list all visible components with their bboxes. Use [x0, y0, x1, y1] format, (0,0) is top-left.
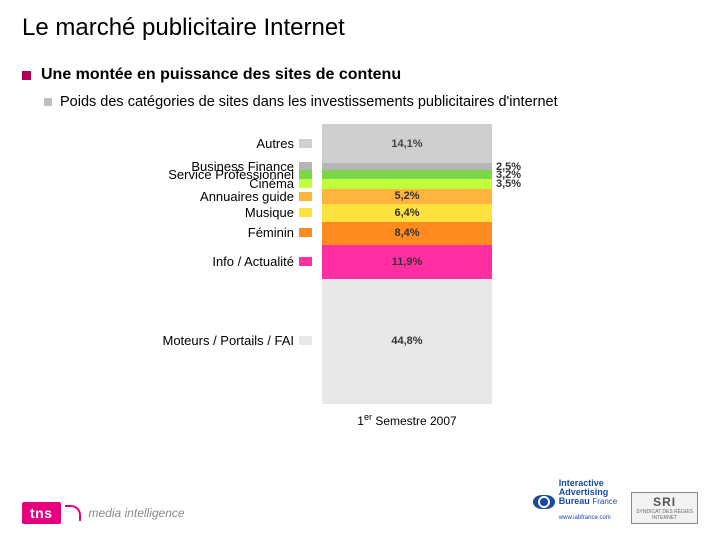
segment-value: 5,2%	[394, 190, 419, 202]
bullet-level2: Poids des catégories de sites dans les i…	[44, 94, 698, 110]
iab-logo: Interactive Advertising Bureau France ww…	[533, 479, 617, 524]
segment-value: 8,4%	[394, 227, 419, 239]
category-text: Féminin	[248, 225, 294, 240]
swatch-icon	[299, 228, 312, 237]
swatch-icon	[299, 139, 312, 148]
category-label: Autres	[256, 136, 312, 151]
slide: Le marché publicitaire Internet Une mont…	[0, 0, 720, 540]
bar-segment: 14,1%	[322, 124, 492, 163]
swatch-icon	[299, 192, 312, 201]
bar-segment: 3,5%	[322, 179, 492, 189]
segment-value: 3,5%	[496, 178, 521, 190]
tns-subtitle: media intelligence	[89, 506, 185, 520]
bar-segment: 3,2%	[322, 170, 492, 179]
tns-logo: tns media intelligence	[22, 502, 185, 524]
bullet1-text: Une montée en puissance des sites de con…	[41, 66, 401, 84]
tns-curve-icon	[65, 505, 81, 521]
tns-mark: tns	[22, 502, 61, 524]
segment-value: 44,8%	[391, 335, 422, 347]
logo-bar: tns media intelligence Interactive Adver…	[22, 479, 698, 524]
bar-segment: 2,5%	[322, 163, 492, 170]
swatch-icon	[299, 336, 312, 345]
category-label: Musique	[245, 205, 312, 220]
category-label: Féminin	[248, 225, 312, 240]
sri-s2: INTERNET	[636, 515, 693, 521]
category-label: Moteurs / Portails / FAI	[163, 333, 313, 348]
bullet-level1: Une montée en puissance des sites de con…	[22, 66, 698, 84]
segment-value: 14,1%	[391, 138, 422, 150]
bar-segment: 5,2%	[322, 189, 492, 204]
category-text: Musique	[245, 205, 294, 220]
bar-segment: 6,4%	[322, 204, 492, 222]
category-text: Autres	[256, 136, 294, 151]
swatch-icon	[299, 257, 312, 266]
segment-value: 6,4%	[394, 207, 419, 219]
sri-logo: SRI SYNDICAT DES RÉGIES INTERNET	[631, 492, 698, 524]
subtitle-text: Poids des catégories de sites dans les i…	[60, 94, 558, 110]
bar-segment: 44,8%	[322, 279, 492, 404]
right-logos: Interactive Advertising Bureau France ww…	[533, 479, 698, 524]
category-text: Moteurs / Portails / FAI	[163, 333, 295, 348]
iab-url: www.iabfrance.com	[559, 515, 611, 521]
bullet-square-icon	[22, 71, 31, 80]
sub-bullet-icon	[44, 98, 52, 106]
segment-value: 11,9%	[392, 256, 423, 268]
category-text: Info / Actualité	[212, 254, 294, 269]
stacked-bar: 14,1% 2,5%3,2%3,5%5,2% 6,4% 8,4% 11,9% 44,8%	[322, 124, 492, 404]
x-axis-label: 1er Semestre 2007	[322, 412, 492, 428]
chart: AutresBusiness FinanceService Profession…	[22, 124, 698, 424]
page-title: Le marché publicitaire Internet	[22, 14, 698, 42]
eye-icon	[533, 495, 555, 509]
swatch-icon	[299, 179, 312, 188]
category-text: Annuaires guide	[200, 189, 294, 204]
iab-l3: Bureau France	[559, 497, 617, 506]
category-label: Annuaires guide	[200, 189, 312, 204]
category-label: Info / Actualité	[212, 254, 312, 269]
bar-segment: 8,4%	[322, 222, 492, 246]
swatch-icon	[299, 208, 312, 217]
sri-mark: SRI	[636, 495, 693, 509]
chart-labels: AutresBusiness FinanceService Profession…	[22, 124, 312, 404]
bar-segment: 11,9%	[322, 245, 492, 278]
iab-text: Interactive Advertising Bureau France ww…	[559, 479, 617, 524]
